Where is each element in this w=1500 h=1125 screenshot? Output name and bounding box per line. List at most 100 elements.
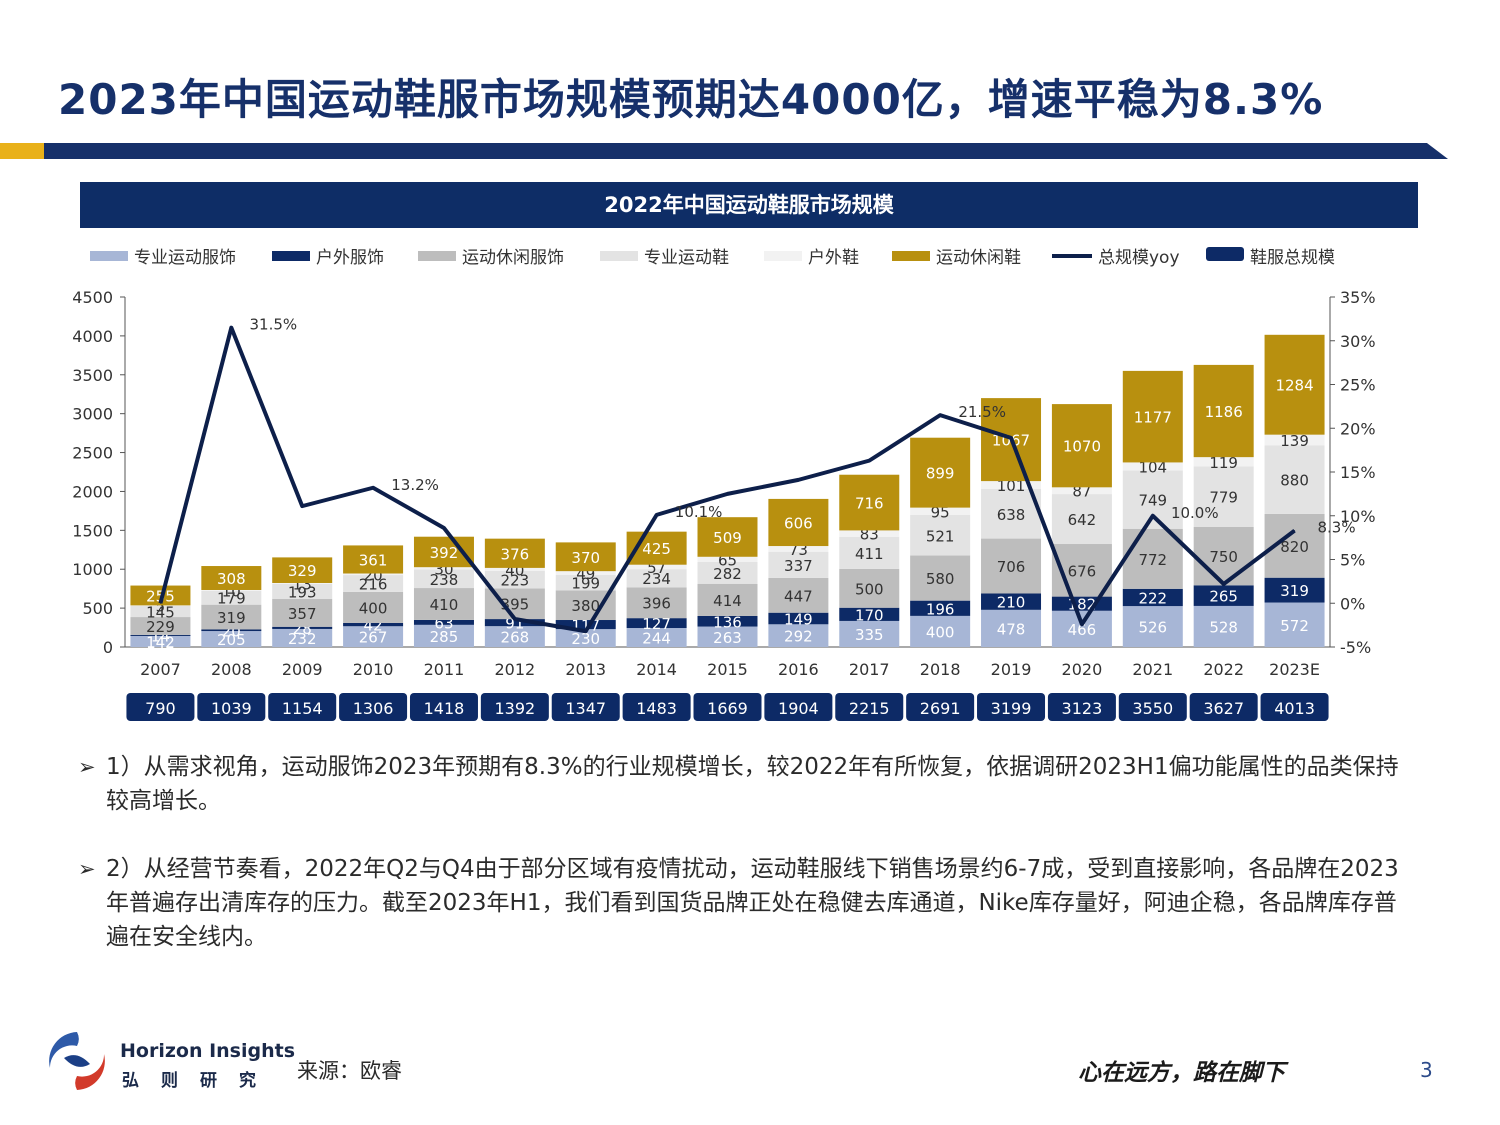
bar-data-label: 521 xyxy=(926,527,955,545)
bar-data-label: 880 xyxy=(1280,472,1309,490)
x-tick-label: 2020 xyxy=(1062,660,1103,679)
bar-segment xyxy=(413,624,474,647)
brand-name-en: Horizon Insights xyxy=(120,1040,296,1062)
bar-data-label: 528 xyxy=(1209,618,1238,636)
source-note: 来源：欧睿 xyxy=(297,1059,402,1083)
bar-segment xyxy=(1264,434,1325,446)
title-divider xyxy=(0,143,1448,159)
yoy-data-label: 31.5% xyxy=(249,316,297,334)
bar-segment xyxy=(484,571,545,589)
bar-data-label: 205 xyxy=(217,631,246,649)
bar-segment xyxy=(910,615,971,647)
legend-label: 运动休闲鞋 xyxy=(936,248,1021,268)
bar-segment xyxy=(626,628,687,647)
y-right-tick-label: -5% xyxy=(1340,638,1371,657)
bar-segment xyxy=(343,545,404,574)
bar-data-label: 244 xyxy=(642,630,671,648)
bar-segment xyxy=(201,590,262,605)
y-right-tick-label: 20% xyxy=(1340,419,1376,438)
title-divider-gold xyxy=(0,143,44,159)
bar-data-label: 267 xyxy=(359,629,388,647)
bar-data-label: 580 xyxy=(926,570,955,588)
bar-data-label: 820 xyxy=(1280,538,1309,556)
bar-segment xyxy=(272,626,333,629)
yoy-data-label: 21.5% xyxy=(958,403,1006,421)
bar-data-label: 638 xyxy=(997,506,1026,524)
x-tick-label: 2014 xyxy=(636,660,677,679)
bar-data-label: 1284 xyxy=(1275,377,1313,395)
legend-label: 专业运动服饰 xyxy=(134,248,236,268)
yoy-point xyxy=(443,527,445,529)
y-left-tick-label: 1000 xyxy=(72,560,113,579)
yoy-point xyxy=(230,327,232,329)
x-tick-label: 2016 xyxy=(778,660,819,679)
legend-swatch xyxy=(90,251,128,261)
total-label: 1154 xyxy=(282,699,323,718)
legend-swatch xyxy=(892,251,930,261)
bar-segment xyxy=(1264,334,1325,435)
bar-segment xyxy=(1193,526,1254,586)
bar-data-label: 238 xyxy=(430,571,459,589)
bar-segment xyxy=(343,573,404,576)
bar-data-label: 750 xyxy=(1209,548,1238,566)
bar-segment xyxy=(201,604,262,630)
market-size-chart: 专业运动服饰 户外服饰 运动休闲服饰 专业运动鞋 户外鞋 运动休闲鞋 总规模yoy 鞋服总规模… xyxy=(72,247,1376,721)
bar-segment xyxy=(697,517,758,557)
bar-segment xyxy=(484,619,545,627)
bar-segment xyxy=(201,629,262,632)
yoy-data-label: 8.3% xyxy=(1318,519,1356,537)
bar-segment xyxy=(1051,610,1112,647)
total-box xyxy=(197,693,266,721)
bar-segment xyxy=(555,571,616,575)
bar-segment xyxy=(1122,606,1183,647)
bar-segment xyxy=(768,498,829,547)
bar-data-label: 234 xyxy=(642,570,671,588)
bar-data-label: 265 xyxy=(1209,588,1238,606)
bar-data-label: 642 xyxy=(1068,511,1097,529)
y-right-tick-label: 5% xyxy=(1340,551,1365,570)
yoy-point xyxy=(727,493,728,495)
total-box xyxy=(764,693,833,721)
total-label: 1347 xyxy=(565,699,606,718)
bar-segment xyxy=(626,587,687,619)
bar-data-label: 400 xyxy=(359,599,388,617)
bar-data-label: 376 xyxy=(501,545,530,563)
legend-label: 鞋服总规模 xyxy=(1250,248,1335,268)
bar-data-label: 509 xyxy=(713,529,742,547)
bar-data-label: 676 xyxy=(1068,562,1097,580)
bar-data-label: 199 xyxy=(571,575,600,593)
bar-data-label: 229 xyxy=(146,618,175,636)
legend-swatch xyxy=(600,251,638,261)
bar-data-label: 357 xyxy=(288,605,317,623)
bar-data-label: 1177 xyxy=(1134,409,1172,427)
paragraph-2-text: 2）从经营节奏看，2022年Q2与Q4由于部分区域有疫情扰动，运动鞋服线下销售场… xyxy=(106,856,1399,950)
bar-segment xyxy=(413,569,474,589)
bar-data-label: 230 xyxy=(571,630,600,648)
bar-segment xyxy=(768,612,829,625)
bar-segment xyxy=(768,577,829,613)
paragraph-2: ➢ 2）从经营节奏看，2022年Q2与Q4由于部分区域有疫情扰动，运动鞋服线下销… xyxy=(78,852,1408,954)
bar-segment xyxy=(626,564,687,570)
bar-segment xyxy=(555,620,616,630)
bar-segment xyxy=(839,530,900,537)
yoy-point xyxy=(514,618,516,620)
y-left-tick-label: 1500 xyxy=(72,521,113,540)
bar-data-label: 500 xyxy=(855,580,884,598)
bar-data-label: 5 xyxy=(156,598,166,616)
bar-segment xyxy=(343,575,404,592)
bar-segment xyxy=(484,567,545,572)
yoy-point xyxy=(1081,623,1083,625)
x-tick-label: 2018 xyxy=(920,660,961,679)
yoy-point xyxy=(939,414,941,416)
bar-segment xyxy=(1051,487,1112,495)
bar-data-label: 425 xyxy=(642,540,671,558)
legend-label: 专业运动鞋 xyxy=(644,248,729,268)
bar-segment xyxy=(626,618,687,629)
bar-data-label: 526 xyxy=(1138,619,1167,637)
bar-data-label: 149 xyxy=(784,610,813,628)
bar-data-label: 329 xyxy=(288,562,317,580)
bar-segment xyxy=(1122,528,1183,589)
bar-segment xyxy=(697,583,758,616)
bar-data-label: 268 xyxy=(501,629,530,647)
x-tick-label: 2008 xyxy=(211,660,252,679)
